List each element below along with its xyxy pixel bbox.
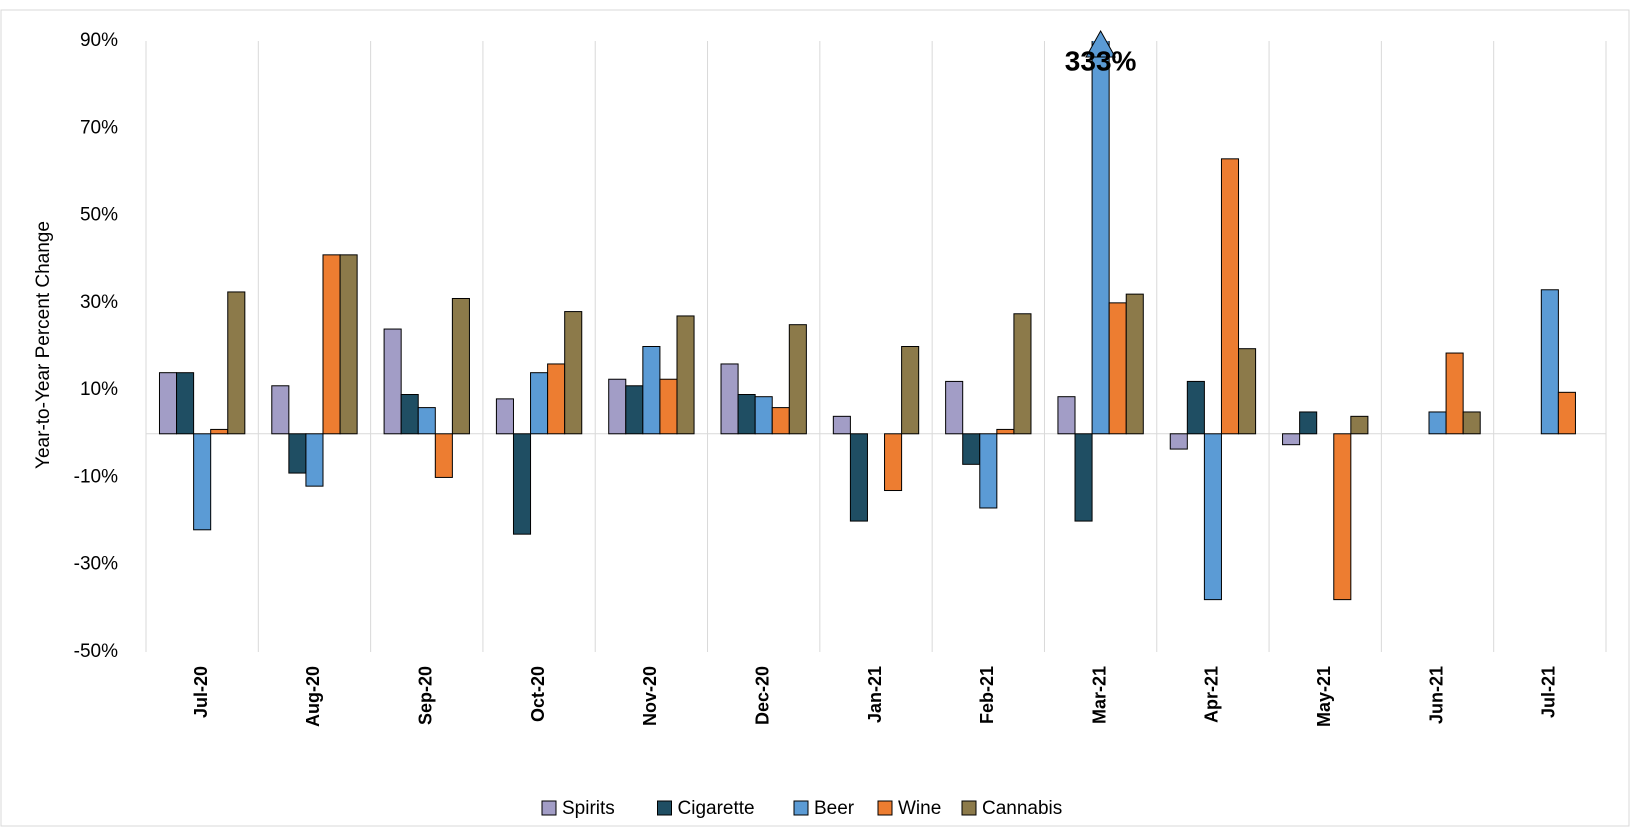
bar (754, 396, 773, 435)
bar (849, 433, 868, 522)
x-tick-label: Sep-20 (416, 666, 436, 725)
legend-label: Wine (898, 798, 941, 819)
bar (1091, 41, 1110, 435)
legend-label: Cigarette (678, 798, 755, 819)
x-tick-label: Jan-21 (865, 666, 885, 723)
bar (1238, 348, 1257, 435)
bar (530, 372, 549, 435)
bar (158, 372, 178, 435)
legend-label: Cannabis (982, 798, 1062, 819)
bar (210, 428, 229, 435)
bar (417, 407, 436, 435)
x-tick-label: Dec-20 (752, 666, 772, 725)
x-tick-label: Nov-20 (640, 666, 660, 726)
y-tick-label: -50% (74, 641, 118, 662)
bar (737, 394, 756, 435)
bar (495, 398, 514, 435)
bar (564, 311, 583, 435)
bar (945, 380, 964, 435)
frame (0, 9, 1630, 827)
bar (1186, 380, 1205, 435)
bar (642, 346, 661, 435)
bar (271, 385, 290, 435)
bar (176, 372, 195, 435)
bar (1169, 433, 1188, 450)
bar (434, 433, 453, 478)
overflow-arrow (1085, 29, 1117, 58)
bar (1125, 293, 1144, 435)
bars (158, 41, 1576, 601)
bar (512, 433, 532, 535)
bar (305, 433, 324, 487)
bar (1445, 352, 1464, 435)
bar (884, 433, 903, 492)
y-tick-label: 70% (80, 117, 118, 138)
bar (1282, 433, 1301, 446)
bar (962, 433, 981, 465)
bar (608, 378, 627, 435)
y-axis-label: Year-to-Year Percent Change (33, 221, 54, 469)
bar (1074, 433, 1093, 522)
legend-swatch (541, 800, 557, 816)
x-tick-label: May-21 (1314, 666, 1334, 727)
bar (383, 328, 402, 435)
x-tick-label: Jul-20 (191, 666, 211, 718)
bar (1108, 302, 1127, 435)
y-tick-label: 10% (80, 379, 118, 400)
bar (901, 346, 920, 435)
bar (659, 378, 678, 435)
y-tick-label: 50% (80, 205, 118, 226)
y-tick-label: 90% (80, 30, 118, 51)
x-tick-label: Aug-20 (303, 666, 323, 727)
data-label: 333% (1065, 45, 1137, 76)
bar (1557, 391, 1576, 435)
x-tick-label: Apr-21 (1202, 666, 1222, 723)
x-tick-label: Jul-21 (1539, 666, 1559, 718)
bar (832, 415, 851, 435)
bar (1057, 396, 1076, 435)
y-tick-label: -10% (74, 466, 118, 487)
bar (788, 324, 807, 435)
bar (1428, 411, 1447, 435)
bar (720, 363, 739, 435)
bar (400, 394, 419, 435)
bar (451, 297, 470, 435)
bar (996, 428, 1015, 435)
x-tick-label: Jun-21 (1426, 666, 1446, 724)
bar (1462, 411, 1481, 435)
legend-label: Spirits (562, 798, 615, 819)
y-tick-label: -30% (74, 554, 118, 575)
bar (1220, 158, 1240, 435)
bar (771, 407, 790, 435)
bar (1203, 433, 1222, 601)
bar (1350, 415, 1369, 435)
x-tick-label: Mar-21 (1089, 666, 1109, 724)
legend-swatch (877, 800, 893, 816)
legend-swatch (793, 800, 809, 816)
x-tick-label: Oct-20 (528, 666, 548, 722)
bar (227, 291, 246, 435)
bar (1540, 289, 1559, 435)
bar (1333, 433, 1352, 601)
bar (1013, 313, 1032, 435)
legend-swatch (657, 800, 672, 816)
bar (339, 254, 358, 435)
bar (676, 315, 695, 435)
bar (193, 433, 212, 531)
bar (625, 385, 644, 435)
bar (322, 254, 341, 435)
legend-swatch (961, 800, 977, 816)
bar (1299, 411, 1318, 435)
bar (547, 363, 566, 435)
bar (979, 433, 998, 509)
legend-label: Beer (814, 798, 855, 819)
bar (288, 433, 307, 474)
y-tick-label: 30% (80, 292, 118, 313)
x-tick-label: Feb-21 (977, 666, 997, 724)
